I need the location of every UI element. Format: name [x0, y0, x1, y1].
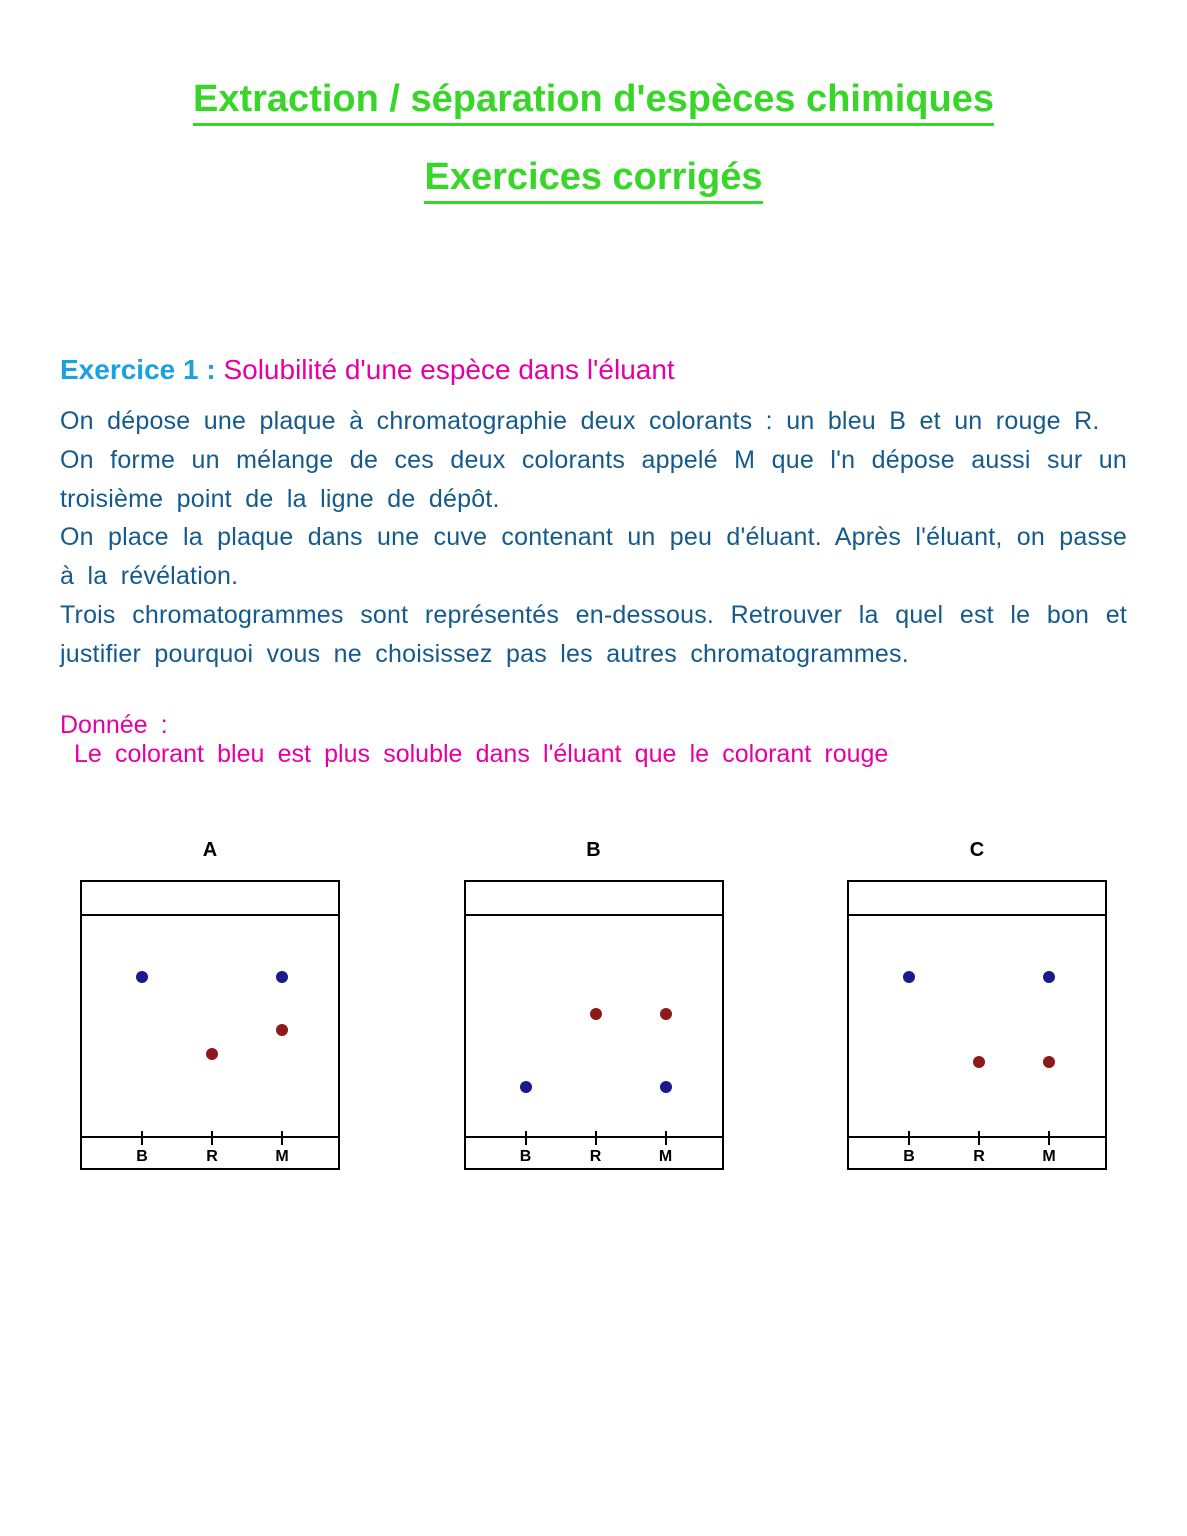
lane-tick [665, 1131, 667, 1145]
spot [660, 1008, 672, 1020]
tlc-plate: BRM [80, 880, 340, 1170]
lane-label: R [206, 1148, 218, 1166]
spot [903, 971, 915, 983]
spot [973, 1056, 985, 1068]
lane-label: B [903, 1148, 915, 1166]
spot [590, 1008, 602, 1020]
lane-label: M [275, 1148, 288, 1166]
spot [136, 971, 148, 983]
chromatogram-title: A [80, 839, 340, 862]
doc-subtitle: Exercices corrigés [424, 156, 762, 204]
solvent-front-line [82, 914, 338, 916]
deposit-line [466, 1136, 722, 1138]
spot [520, 1081, 532, 1093]
exercise-header: Exercice 1 : Solubilité d'une espèce dan… [60, 354, 1127, 386]
lane-label: M [1042, 1148, 1055, 1166]
deposit-line [849, 1136, 1105, 1138]
lane-tick [211, 1131, 213, 1145]
tlc-plate: BRM [464, 880, 724, 1170]
lane-tick [595, 1131, 597, 1145]
lane-label: R [590, 1148, 602, 1166]
title-block: Extraction / séparation d'espèces chimiq… [60, 78, 1127, 204]
exercise-body: On dépose une plaque à chromatographie d… [60, 402, 1127, 673]
chromatogram-B: B B R M [464, 839, 724, 1170]
solvent-front-line [849, 914, 1105, 916]
lane-label: B [136, 1148, 148, 1166]
donnee-text: Le colorant bleu est plus soluble dans l… [74, 740, 1127, 769]
donnee-block: Donnée : Le colorant bleu est plus solub… [60, 711, 1127, 769]
lane-tick [908, 1131, 910, 1145]
exercise-label: Exercice 1 : [60, 354, 216, 385]
deposit-line [82, 1136, 338, 1138]
lane-tick [978, 1131, 980, 1145]
lane-label: M [659, 1148, 672, 1166]
chromatogram-title: C [847, 839, 1107, 862]
lane-tick [141, 1131, 143, 1145]
exercise-topic: Solubilité d'une espèce dans l'éluant [223, 354, 674, 385]
solvent-front-line [466, 914, 722, 916]
chromatogram-A: A B R M [80, 839, 340, 1170]
chromatogram-C: C B R M [847, 839, 1107, 1170]
lane-label: R [973, 1148, 985, 1166]
tlc-plate: BRM [847, 880, 1107, 1170]
spot [1043, 971, 1055, 983]
spot [660, 1081, 672, 1093]
lane-tick [1048, 1131, 1050, 1145]
lane-tick [281, 1131, 283, 1145]
spot [276, 1024, 288, 1036]
spot [206, 1048, 218, 1060]
lane-label: B [520, 1148, 532, 1166]
page: Extraction / séparation d'espèces chimiq… [0, 0, 1187, 1536]
donnee-label: Donnée : [60, 711, 1127, 740]
lane-tick [525, 1131, 527, 1145]
doc-title: Extraction / séparation d'espèces chimiq… [193, 78, 994, 126]
chromatogram-title: B [464, 839, 724, 862]
spot [276, 971, 288, 983]
chromatogram-row: A B R M B B R M C B R M [60, 839, 1127, 1170]
spot [1043, 1056, 1055, 1068]
